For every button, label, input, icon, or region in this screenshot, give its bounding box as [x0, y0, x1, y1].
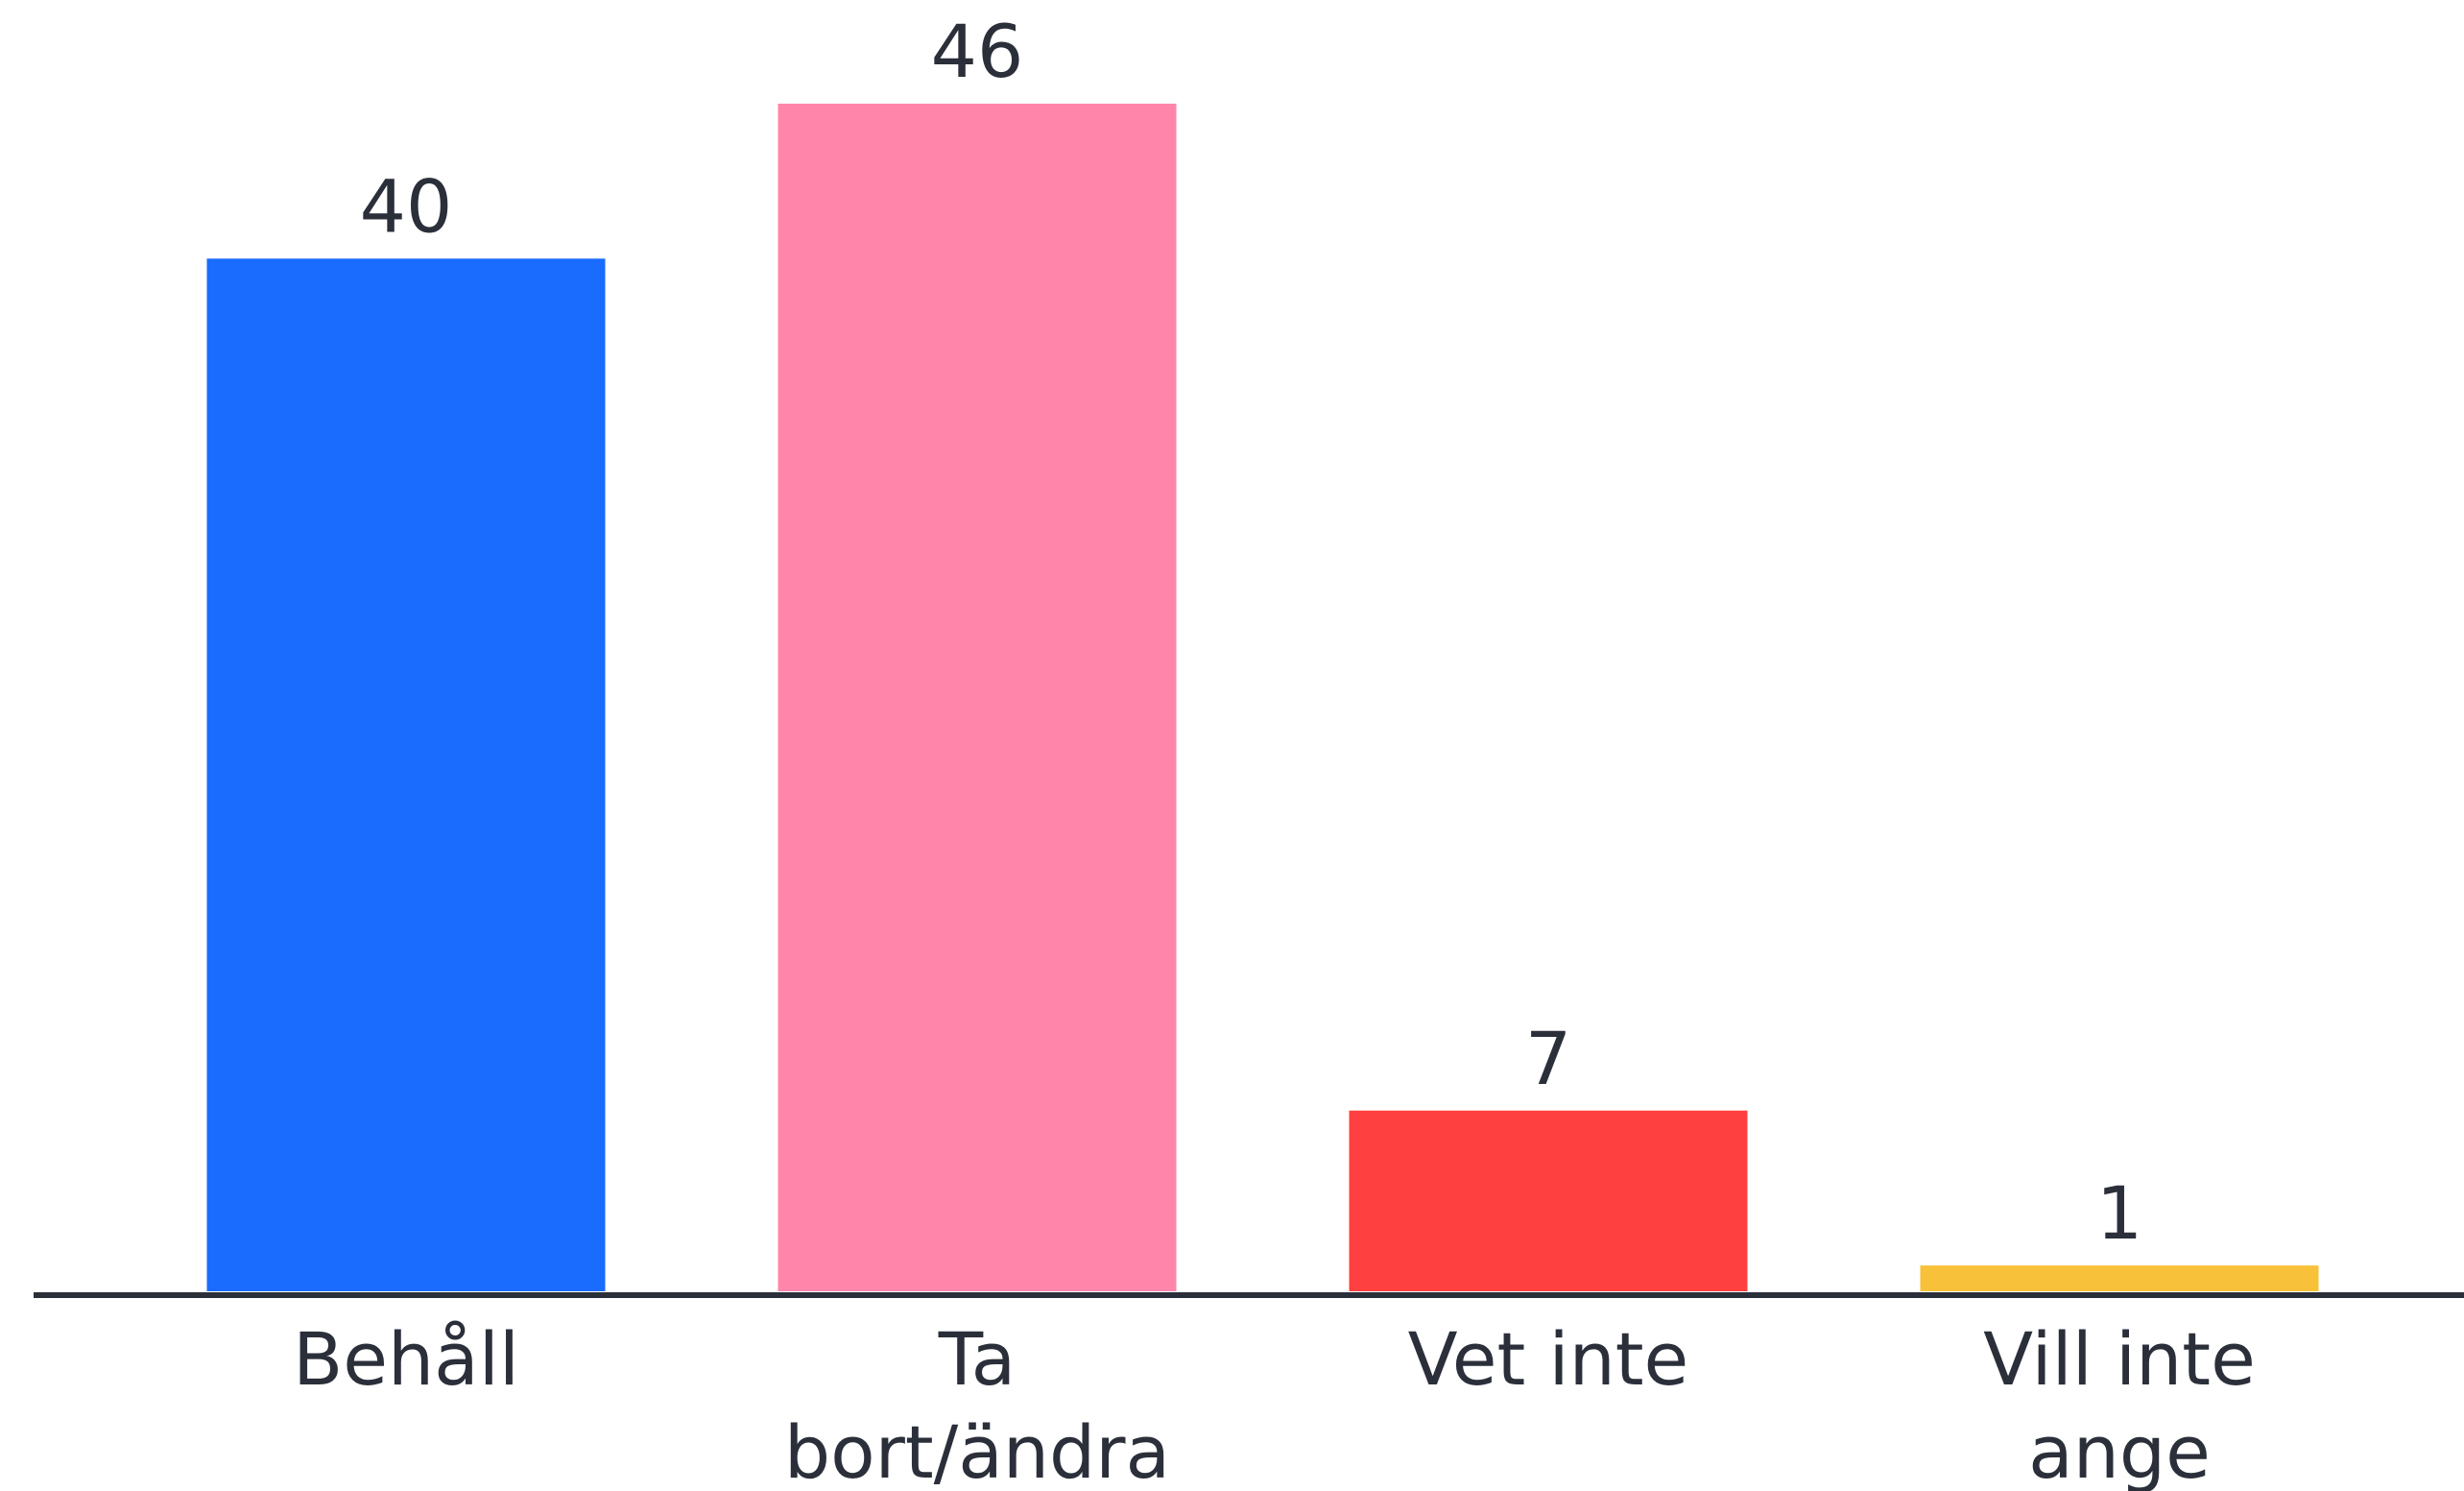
- category-label-vet-inte: Vet inte: [1408, 1316, 1689, 1402]
- bar-ta-bort-ndra: [777, 104, 1177, 1291]
- value-label-vill-inte-ange: 1: [2096, 1170, 2142, 1256]
- value-labels-group: 40 46 7 1: [360, 9, 2143, 1256]
- value-label-vet-inte: 7: [1525, 1016, 1571, 1101]
- category-label-vill-inte-ange: Vill inte ange: [1983, 1316, 2256, 1491]
- bar-vill-inte-ange: [1920, 1265, 2319, 1291]
- value-label-beh-ll: 40: [360, 163, 453, 249]
- category-labels-group: Behåll Ta bort/ändra Vet inte Vill inte ange: [293, 1316, 2256, 1491]
- category-label-beh-ll: Behåll: [293, 1316, 519, 1402]
- value-label-ta-bort-ndra: 46: [931, 9, 1024, 94]
- bars-group: [206, 104, 2319, 1291]
- bar-beh-ll: [206, 258, 606, 1291]
- category-label-ta-bort-ndra: Ta bort/ändra: [784, 1316, 1170, 1491]
- bar-vet-inte: [1349, 1110, 1748, 1291]
